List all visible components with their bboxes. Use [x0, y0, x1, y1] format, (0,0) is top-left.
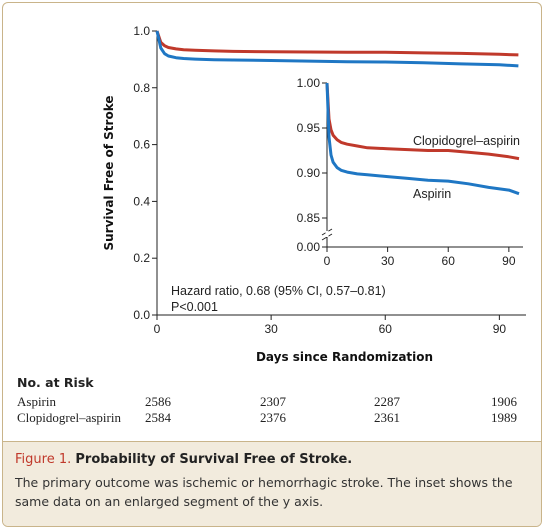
risk-value: 2586 [145, 394, 171, 409]
risk-value: 2376 [260, 410, 286, 425]
series-label-aspirin: Aspirin [413, 187, 451, 201]
y-axis-title: Survival Free of Stroke [102, 95, 116, 250]
caption-text: The primary outcome was ischemic or hemo… [15, 475, 513, 509]
y-tick-label: 0.0 [133, 308, 150, 322]
risk-row-label: Clopidogrel–aspirin [17, 410, 121, 425]
x-axis-title: Days since Randomization [256, 350, 433, 364]
hazard-ratio-text: Hazard ratio, 0.68 (95% CI, 0.57–0.81) [171, 284, 386, 298]
y-tick-label: 0.8 [133, 81, 150, 95]
risk-table: No. at Risk Aspirin 2586 2307 2287 1906 … [17, 375, 527, 426]
caption-heading: Figure 1. Probability of Survival Free o… [15, 452, 529, 467]
inset-y-tick-label: 0.00 [297, 240, 321, 254]
risk-value: 2307 [260, 394, 286, 409]
inset-series-line-clopidogrel-aspirin [325, 82, 520, 161]
inset-y-tick-label: 0.95 [297, 121, 321, 135]
risk-value: 1906 [491, 394, 517, 409]
risk-table-title: No. at Risk [17, 375, 94, 390]
risk-value: 1989 [491, 410, 517, 425]
series-line-aspirin [155, 30, 519, 68]
x-tick-label: 90 [493, 322, 507, 336]
y-tick-label: 1.0 [133, 24, 150, 38]
risk-row-label: Aspirin [17, 394, 56, 409]
p-value-text: P<0.001 [171, 300, 218, 314]
series-line-clopidogrel-aspirin [155, 30, 519, 57]
risk-row-aspirin: Aspirin 2586 2307 2287 1906 [17, 394, 527, 410]
figure-frame: 0.0 0.2 0.4 0.6 0.8 1.0 0 30 60 90 Survival Free o… [2, 2, 542, 527]
inset-y-tick-label: 0.85 [297, 211, 321, 225]
inset-x-tick-label: 30 [381, 254, 395, 268]
figure-label: Figure 1. [15, 452, 72, 467]
series-label-clopidogrel-aspirin: Clopidogrel–aspirin [413, 134, 520, 148]
y-tick-label: 0.2 [133, 251, 150, 265]
risk-value: 2287 [374, 394, 400, 409]
risk-value: 2584 [145, 410, 171, 425]
x-tick-label: 60 [379, 322, 393, 336]
risk-row-clopidogrel-aspirin: Clopidogrel–aspirin 2584 2376 2361 1989 [17, 410, 527, 426]
inset-x-tick-label: 90 [502, 254, 516, 268]
inset-series-line-aspirin [325, 82, 520, 196]
axis-break-gap [325, 231, 329, 237]
figure-caption: Figure 1. Probability of Survival Free o… [3, 441, 541, 526]
inset-y-tick-label: 1.00 [297, 76, 321, 90]
y-tick-label: 0.4 [133, 194, 150, 208]
y-tick-label: 0.6 [133, 138, 150, 152]
inset-x-tick-label: 0 [324, 254, 331, 268]
inset-x-tick-label: 60 [442, 254, 456, 268]
x-tick-label: 30 [264, 322, 278, 336]
x-tick-label: 0 [154, 322, 161, 336]
figure-title: Probability of Survival Free of Stroke. [75, 452, 353, 467]
risk-value: 2361 [374, 410, 400, 425]
inset-y-tick-label: 0.90 [297, 166, 321, 180]
